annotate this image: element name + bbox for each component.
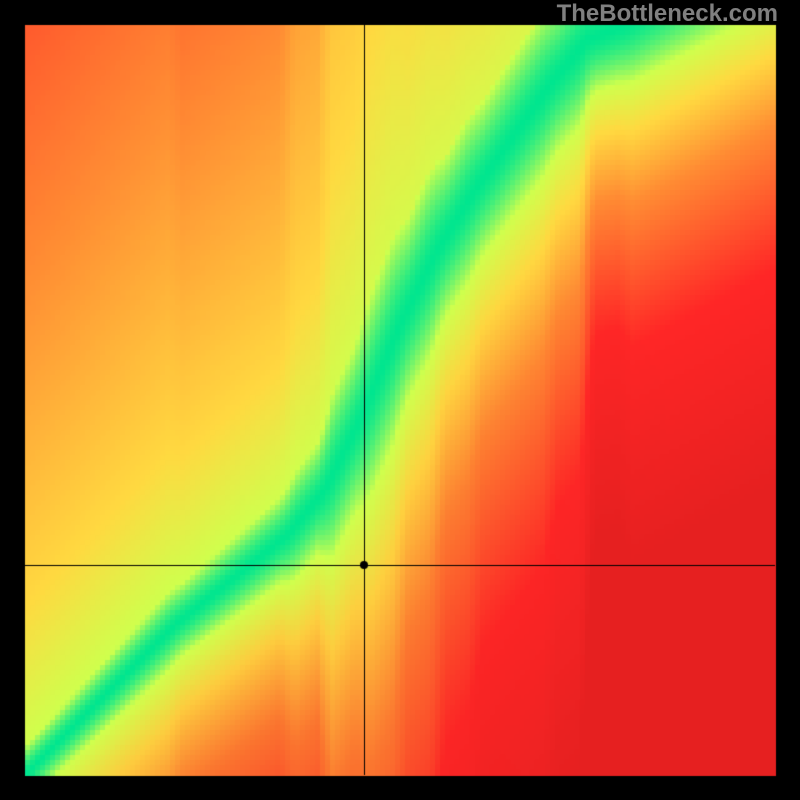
bottleneck-heatmap <box>0 0 800 800</box>
watermark-text: TheBottleneck.com <box>557 0 778 28</box>
chart-container: TheBottleneck.com <box>0 0 800 800</box>
